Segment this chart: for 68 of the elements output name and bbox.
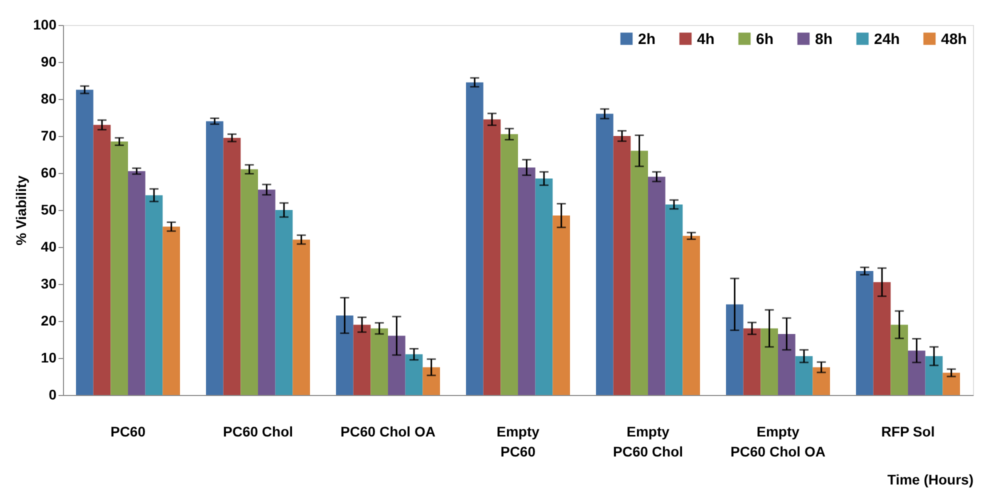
bar xyxy=(760,328,778,395)
bar xyxy=(223,138,241,395)
x-tick-label: Empty PC60 xyxy=(496,424,540,460)
x-axis-title: Time (Hours) xyxy=(887,472,974,488)
bar xyxy=(925,356,943,395)
bar xyxy=(726,304,744,395)
legend-label: 4h xyxy=(697,30,715,48)
bar xyxy=(682,236,700,395)
bar xyxy=(500,134,518,395)
x-tick-label: Empty PC60 Chol xyxy=(612,424,684,460)
y-tick-label: 90 xyxy=(40,54,57,70)
bar xyxy=(908,350,926,395)
bar xyxy=(145,195,163,395)
bar xyxy=(292,240,310,395)
y-tick-label: 10 xyxy=(40,350,57,366)
y-tick-label: 80 xyxy=(40,90,57,106)
bar xyxy=(518,167,536,395)
bar xyxy=(388,336,406,395)
bar xyxy=(336,315,354,395)
bar xyxy=(128,171,146,395)
bar xyxy=(206,121,224,395)
bar xyxy=(422,367,440,395)
bar xyxy=(353,324,371,395)
bar xyxy=(648,176,666,395)
bar xyxy=(812,367,830,395)
bar xyxy=(778,334,796,395)
y-axis-title: % Viability xyxy=(13,175,30,246)
bar xyxy=(93,124,111,395)
bar xyxy=(856,271,874,395)
bar xyxy=(258,190,276,395)
bar xyxy=(795,356,813,395)
bar xyxy=(630,150,648,395)
bar xyxy=(466,82,484,395)
bar xyxy=(665,204,683,395)
bar xyxy=(942,372,960,395)
legend-label: 6h xyxy=(756,30,774,48)
bar xyxy=(890,324,908,395)
y-tick-label: 20 xyxy=(40,312,57,328)
bar xyxy=(76,90,94,395)
x-tick-label: PC60 Chol OA xyxy=(340,424,436,440)
legend-label: 48h xyxy=(941,30,967,48)
bar xyxy=(370,328,388,395)
bar xyxy=(535,178,553,395)
bar xyxy=(552,216,570,395)
y-tick-label: 0 xyxy=(48,386,57,402)
legend-label: 2h xyxy=(638,30,656,48)
y-tick-label: 100 xyxy=(33,16,57,32)
bar xyxy=(405,354,423,395)
y-tick-label: 50 xyxy=(40,202,57,218)
x-tick-label: PC60 xyxy=(110,424,146,440)
x-tick-label: Empty PC60 Chol OA xyxy=(730,424,826,460)
y-tick-label: 60 xyxy=(40,164,57,180)
y-tick-label: 70 xyxy=(40,128,57,144)
bar xyxy=(613,136,631,395)
y-tick-label: 30 xyxy=(40,276,57,292)
x-tick-label: PC60 Chol xyxy=(222,424,294,440)
bar xyxy=(110,142,128,395)
bar xyxy=(743,328,761,395)
bar xyxy=(275,210,293,395)
y-tick-label: 40 xyxy=(40,238,57,254)
legend-label: 8h xyxy=(815,30,833,48)
bar xyxy=(240,169,258,395)
bar xyxy=(873,282,891,395)
x-tick-label: RFP Sol xyxy=(881,424,935,440)
bar xyxy=(483,119,501,395)
bar xyxy=(596,114,614,395)
bar xyxy=(162,226,180,395)
legend-label: 24h xyxy=(874,30,900,48)
